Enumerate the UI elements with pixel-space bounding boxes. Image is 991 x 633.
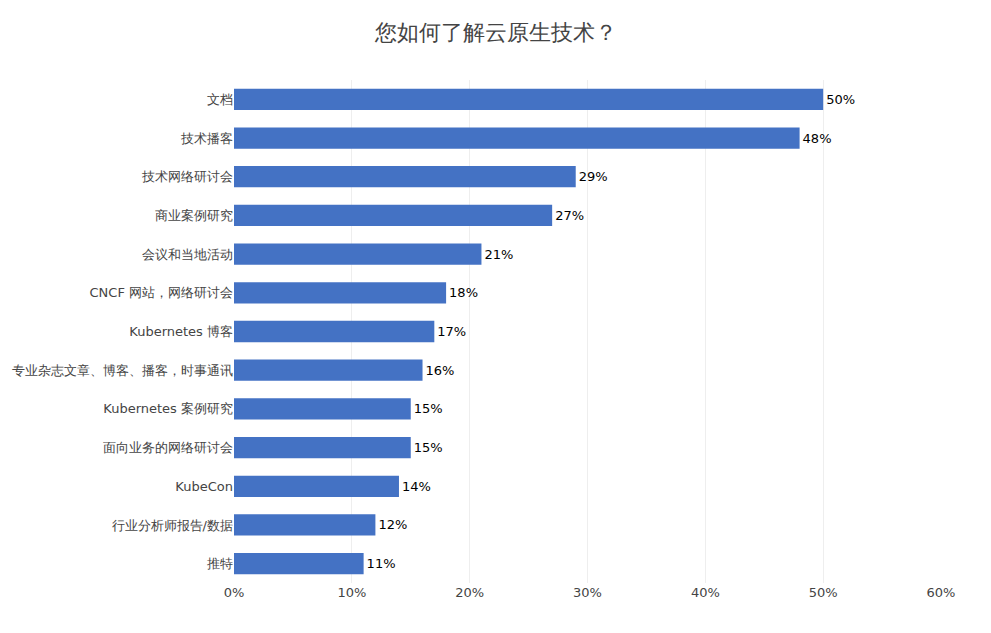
svg-text:Kubernetes 案例研究: Kubernetes 案例研究	[103, 401, 233, 416]
svg-text:21%: 21%	[484, 247, 513, 262]
svg-text:15%: 15%	[414, 440, 443, 455]
svg-text:CNCF 网站，网络研讨会: CNCF 网站，网络研讨会	[90, 285, 234, 300]
svg-text:60%: 60%	[927, 585, 956, 600]
svg-text:商业案例研究: 商业案例研究	[155, 208, 233, 223]
svg-text:您如何了解云原生技术？: 您如何了解云原生技术？	[374, 20, 617, 45]
svg-text:会议和当地活动: 会议和当地活动	[142, 247, 233, 262]
svg-text:KubeCon: KubeCon	[175, 479, 233, 494]
svg-text:面向业务的网络研讨会: 面向业务的网络研讨会	[103, 440, 233, 455]
svg-text:文档: 文档	[207, 92, 233, 107]
svg-text:14%: 14%	[402, 479, 431, 494]
svg-text:专业杂志文章、博客、播客，时事通讯: 专业杂志文章、博客、播客，时事通讯	[12, 363, 233, 378]
svg-text:技术播客: 技术播客	[180, 131, 233, 146]
svg-text:29%: 29%	[579, 169, 608, 184]
svg-text:15%: 15%	[414, 401, 443, 416]
svg-text:16%: 16%	[426, 363, 455, 378]
svg-text:20%: 20%	[455, 585, 484, 600]
svg-text:27%: 27%	[555, 208, 584, 223]
svg-text:50%: 50%	[826, 92, 855, 107]
svg-text:50%: 50%	[809, 585, 838, 600]
svg-text:10%: 10%	[337, 585, 366, 600]
svg-text:40%: 40%	[691, 585, 720, 600]
svg-text:17%: 17%	[437, 324, 466, 339]
svg-text:推特: 推特	[207, 556, 233, 571]
svg-text:12%: 12%	[378, 517, 407, 532]
svg-text:Kubernetes 博客: Kubernetes 博客	[129, 324, 233, 339]
svg-text:行业分析师报告/数据: 行业分析师报告/数据	[112, 518, 233, 533]
svg-text:18%: 18%	[449, 285, 478, 300]
svg-text:30%: 30%	[573, 585, 602, 600]
svg-text:0%: 0%	[224, 585, 245, 600]
svg-text:11%: 11%	[367, 556, 396, 571]
svg-text:技术网络研讨会: 技术网络研讨会	[141, 169, 233, 184]
svg-text:48%: 48%	[803, 131, 832, 146]
